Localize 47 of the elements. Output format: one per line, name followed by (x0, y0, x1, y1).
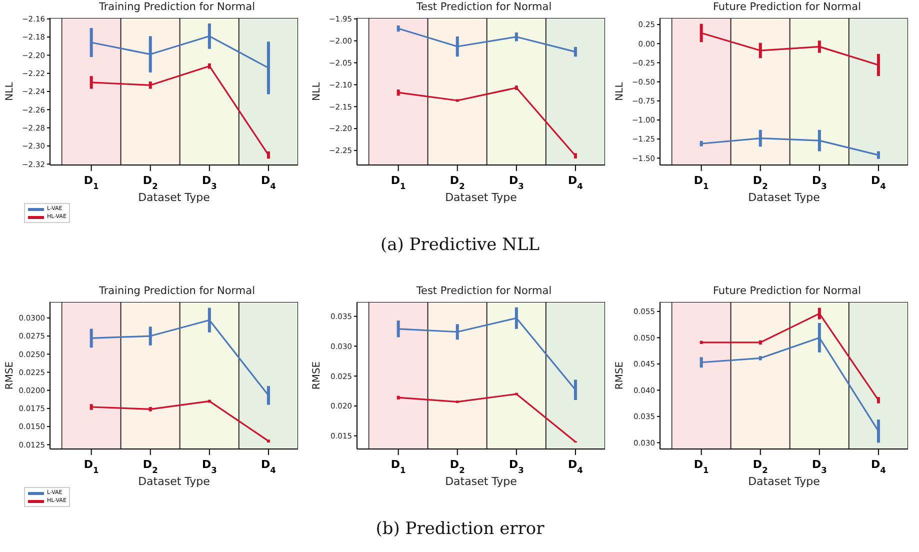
x-axis-title: Dataset Type (445, 191, 518, 204)
x-tick-label: D$_{4}$ (871, 174, 886, 191)
x-axis-title: Dataset Type (748, 191, 820, 204)
x-tick-label: D$_{2}$ (450, 458, 466, 475)
x-axis-title: Dataset Type (748, 475, 820, 488)
chart-title: Future Prediction for Normal (712, 0, 862, 14)
y-axis-title: NLL (4, 82, 16, 101)
chart-title: Test Prediction for Normal (415, 284, 553, 298)
x-tick-label: D$_{3}$ (202, 174, 218, 191)
x-tick-label: D$_{1}$ (694, 174, 710, 191)
x-axis-title: Dataset Type (138, 191, 210, 204)
x-tick-label: D$_{1}$ (84, 458, 100, 475)
line-series (398, 86, 576, 157)
text: (b) Prediction error (374, 519, 546, 539)
x-tick-label: D$_{4}$ (871, 458, 886, 475)
text: (a) Predictive NLL (379, 235, 541, 255)
y-axis-title: NLL (614, 82, 626, 101)
x-tick-label: D$_{1}$ (390, 458, 406, 475)
x-tick-label: D$_{4}$ (261, 458, 276, 475)
line-series (398, 28, 576, 53)
x-tick-label: D$_{3}$ (508, 458, 524, 475)
chart-title: Future Prediction for Normal (712, 284, 862, 298)
y-axis-title: RMSE (312, 361, 323, 390)
line-series (90, 65, 270, 156)
chart-title: Test Prediction for Normal (415, 0, 553, 14)
x-tick-label: D$_{1}$ (694, 458, 710, 475)
x-tick-label: D$_{2}$ (752, 174, 768, 191)
y-axis-title: RMSE (4, 361, 16, 390)
chart-title: Training Prediction for Normal (98, 0, 256, 14)
x-tick-label: D$_{2}$ (142, 174, 158, 191)
chart-title: Training Prediction for Normal (98, 284, 256, 298)
x-tick-label: D$_{2}$ (142, 458, 158, 475)
x-tick-label: D$_{4}$ (261, 174, 276, 191)
y-axis-title: RMSE (614, 361, 626, 390)
x-tick-label: D$_{3}$ (202, 458, 218, 475)
x-tick-label: D$_{4}$ (568, 458, 584, 475)
x-tick-label: D$_{3}$ (508, 174, 524, 191)
x-tick-label: D$_{2}$ (450, 174, 466, 191)
y-axis-title: NLL (312, 82, 323, 101)
x-axis-title: Dataset Type (445, 475, 518, 488)
x-tick-label: D$_{3}$ (812, 458, 828, 475)
x-tick-label: D$_{3}$ (812, 174, 828, 191)
x-axis-title: Dataset Type (138, 475, 210, 488)
x-tick-label: D$_{1}$ (390, 174, 406, 191)
x-tick-label: D$_{1}$ (84, 174, 100, 191)
x-tick-label: D$_{4}$ (568, 174, 584, 191)
x-tick-label: D$_{2}$ (752, 458, 768, 475)
